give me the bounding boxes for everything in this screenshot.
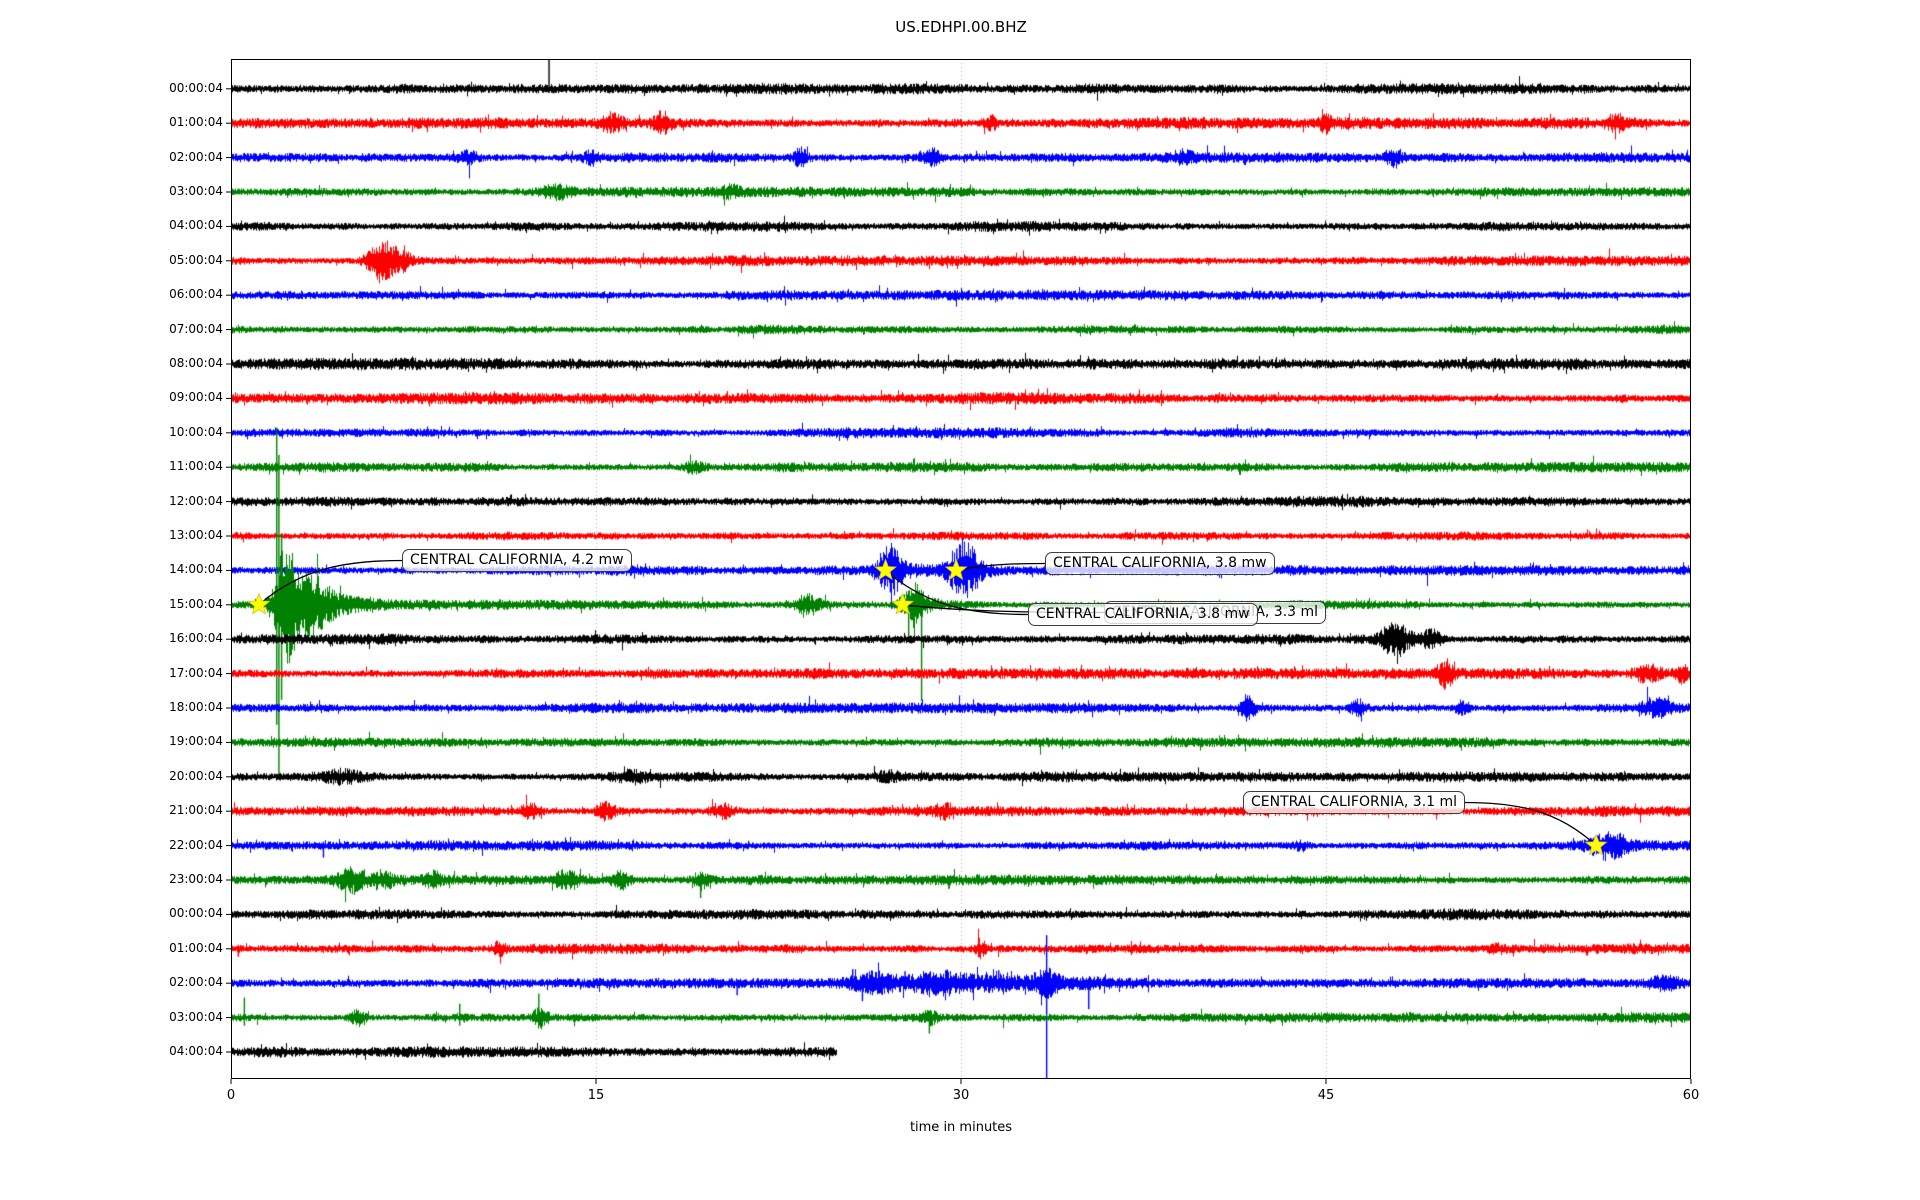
x-tick-label: 30	[952, 1088, 970, 1103]
y-tick-label: 04:00:04	[169, 218, 223, 233]
y-tick-label: 03:00:04	[169, 184, 223, 198]
plot-border	[231, 59, 1691, 1079]
y-tick-label: 07:00:04	[169, 321, 223, 336]
y-tick-label: 18:00:04	[169, 700, 223, 714]
y-tick-label: 16:00:04	[169, 631, 223, 646]
y-tick-label: 00:00:04	[169, 80, 223, 95]
x-tick-label: 60	[1682, 1088, 1700, 1103]
event-label: CENTRAL CALIFORNIA, 3.8 mw	[1045, 552, 1275, 575]
y-tick-label: 12:00:04	[169, 493, 223, 508]
y-tick-label: 15:00:04	[169, 596, 223, 611]
y-tick-label: 13:00:04	[169, 528, 223, 542]
y-tick-label: 17:00:04	[169, 665, 223, 680]
y-tick-label: 14:00:04	[169, 562, 223, 577]
y-tick-label: 19:00:04	[169, 734, 223, 749]
x-axis-title: time in minutes	[909, 1120, 1013, 1135]
event-label: CENTRAL CALIFORNIA, 3.1 ml	[1243, 791, 1466, 814]
y-tick-label: 11:00:04	[169, 459, 223, 474]
event-label: CENTRAL CALIFORNIA, 4.2 mw	[402, 549, 632, 572]
y-tick-label: 01:00:04	[169, 940, 223, 955]
y-tick-label: 03:00:04	[169, 1009, 223, 1024]
y-tick-label: 05:00:04	[169, 252, 223, 267]
y-tick-label: 01:00:04	[169, 115, 223, 130]
x-tick-label: 0	[226, 1088, 236, 1103]
x-tick-label: 45	[1317, 1088, 1335, 1103]
y-tick-label: 22:00:04	[169, 837, 223, 852]
x-tick-label: 15	[587, 1088, 605, 1103]
y-tick-label: 00:00:04	[169, 906, 223, 921]
y-tick-label: 09:00:04	[169, 390, 223, 405]
event-label: CENTRAL CALIFORNIA, 3.8 mw	[1028, 603, 1258, 626]
y-tick-label: 21:00:04	[169, 803, 223, 818]
figure-title: US.EDHPI.00.BHZ	[895, 18, 1027, 36]
y-tick-label: 02:00:04	[169, 975, 223, 990]
y-tick-label: 08:00:04	[169, 356, 223, 370]
y-tick-label: 06:00:04	[169, 287, 223, 302]
y-tick-label: 04:00:04	[169, 1044, 223, 1058]
y-tick-label: 10:00:04	[169, 424, 223, 439]
y-tick-label: 20:00:04	[169, 768, 223, 783]
y-tick-label: 02:00:04	[169, 149, 223, 164]
y-tick-label: 23:00:04	[169, 872, 223, 886]
